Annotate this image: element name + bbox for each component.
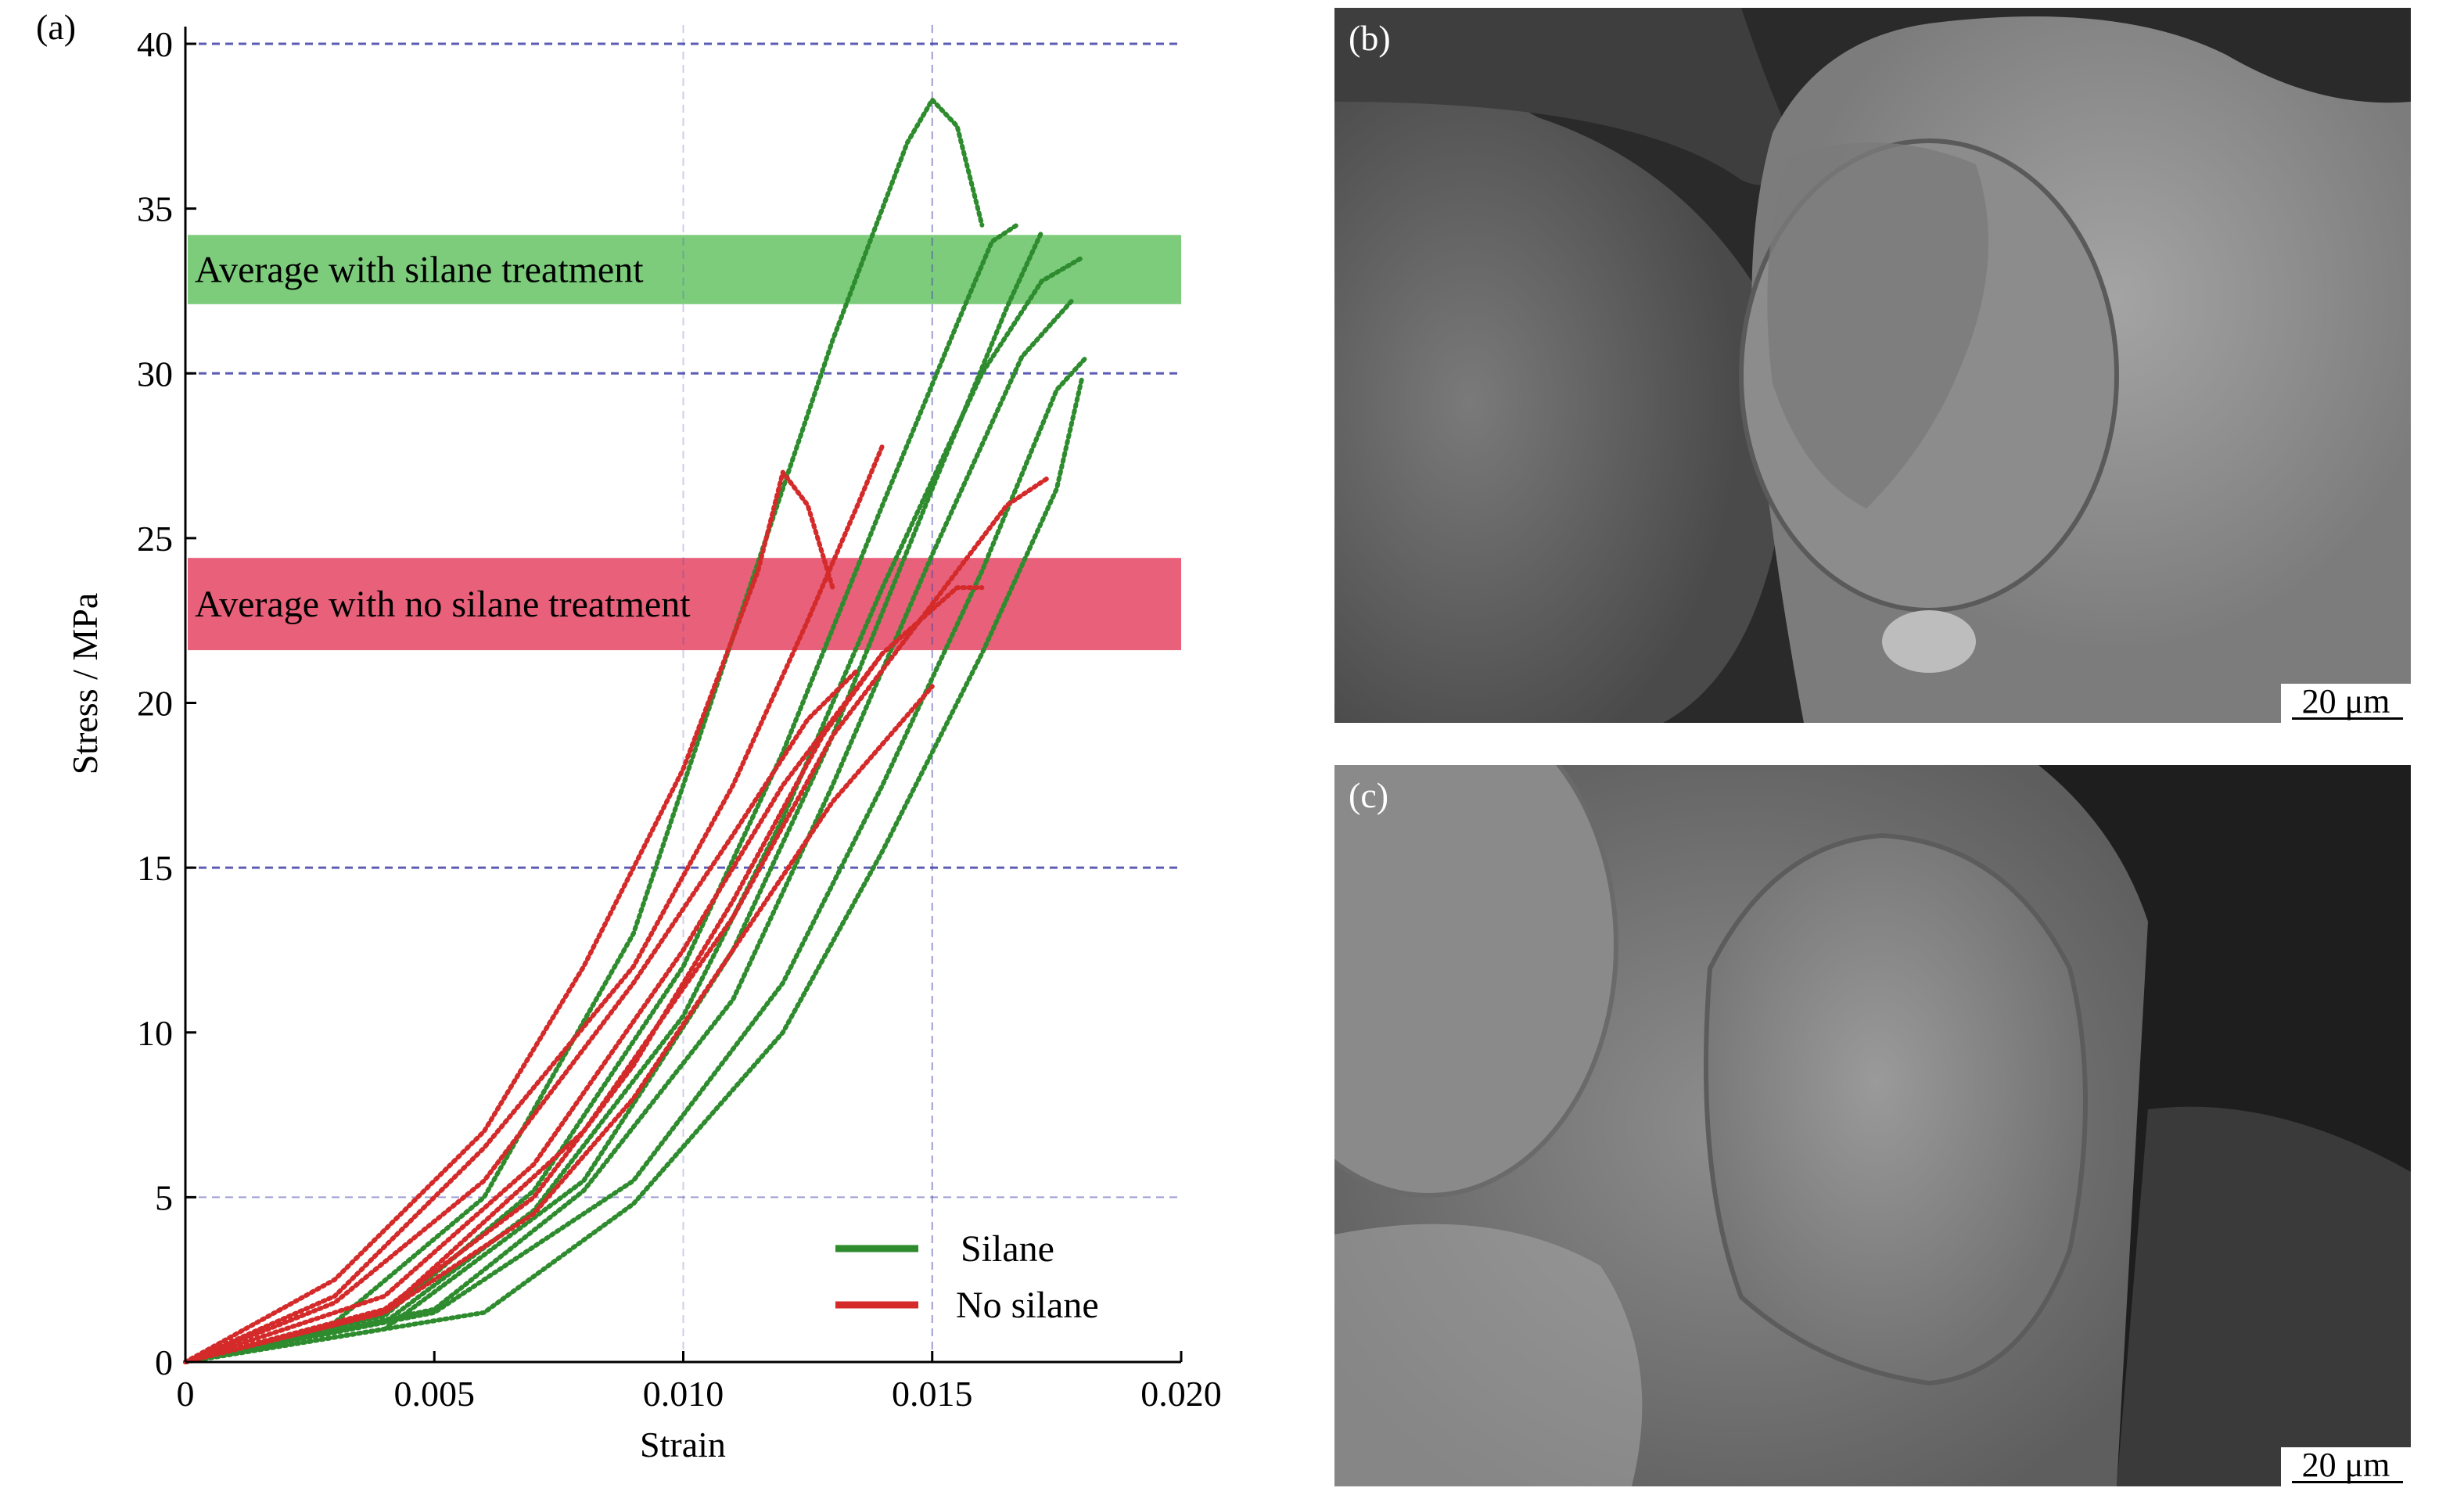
- sem-image-b: (b) 20 μm: [1334, 8, 2411, 723]
- scale-bar-label-b: 20 μm: [2301, 682, 2390, 721]
- band-no-silane: [188, 558, 1181, 651]
- y-tick-label-0: 0: [155, 1342, 173, 1382]
- scale-bar-line-c: [2292, 1481, 2403, 1483]
- sem-image-b-texture: [1334, 8, 2411, 723]
- scale-bar-label-c: 20 μm: [2301, 1446, 2390, 1484]
- scale-bar-c: 20 μm: [2281, 1447, 2411, 1486]
- no-silane-curve-3: [183, 585, 985, 1364]
- silane-curve-6: [183, 354, 1090, 1364]
- sem-image-c: (c) 20 μm: [1334, 765, 2411, 1486]
- ticks: 0 5 10 15 20 25 30 35 40 0 0.005 0.010 0.015 0.020: [137, 24, 1222, 1414]
- stress-strain-curves: [183, 97, 1090, 1364]
- y-tick-label-15: 15: [137, 848, 173, 888]
- stress-strain-chart: 0 5 10 15 20 25 30 35 40 0 0.005 0.010 0.015 0.020 Av…: [65, 24, 1222, 1464]
- panel-label-c: (c): [1349, 775, 1389, 815]
- no-silane-curve-6: [183, 684, 935, 1364]
- band-labels: Average with silane treatment Average wi…: [195, 250, 691, 626]
- x-tick-label-0.010: 0.010: [643, 1374, 724, 1414]
- x-tick-label-0.020: 0.020: [1140, 1374, 1222, 1414]
- silane-curve-2: [183, 222, 1019, 1364]
- band-label-silane: Average with silane treatment: [195, 250, 644, 291]
- y-tick-label-40: 40: [137, 24, 173, 64]
- legend-label-silane: Silane: [961, 1228, 1054, 1270]
- no-silane-curve-2: [183, 443, 885, 1364]
- scale-bar-b: 20 μm: [2281, 684, 2411, 723]
- average-bands: [188, 235, 1181, 651]
- y-tick-label-20: 20: [137, 684, 173, 724]
- y-tick-label-30: 30: [137, 354, 173, 394]
- y-tick-label-10: 10: [137, 1013, 173, 1053]
- x-axis-title: Strain: [640, 1425, 726, 1464]
- silane-curve-1: [183, 97, 985, 1364]
- y-tick-label-5: 5: [155, 1177, 173, 1217]
- sem-image-c-texture: [1334, 765, 2411, 1486]
- x-tick-label-0: 0: [177, 1374, 195, 1414]
- y-axis-title: Stress / MPa: [65, 593, 105, 775]
- y-tick-label-35: 35: [137, 189, 173, 229]
- x-tick-label-0.005: 0.005: [394, 1374, 476, 1414]
- legend: Silane No silane: [835, 1228, 1099, 1326]
- grid-lines: [185, 25, 1181, 1362]
- no-silane-curve-1: [183, 469, 835, 1364]
- scale-bar-line-b: [2292, 717, 2403, 720]
- y-tick-label-25: 25: [137, 519, 173, 559]
- silane-curve-5: [183, 298, 1074, 1364]
- silane-curve-4: [183, 229, 1044, 1364]
- no-silane-curve-7: [183, 651, 885, 1364]
- legend-label-no-silane: No silane: [956, 1285, 1099, 1326]
- silane-curve-7: [183, 377, 1084, 1364]
- no-silane-curve-5: [183, 667, 860, 1364]
- silane-curve-3: [183, 255, 1084, 1364]
- panel-label-a: (a): [36, 7, 77, 47]
- x-tick-label-0.015: 0.015: [892, 1374, 973, 1414]
- panel-label-b: (b): [1349, 18, 1391, 58]
- band-label-no-silane: Average with no silane treatment: [195, 584, 691, 625]
